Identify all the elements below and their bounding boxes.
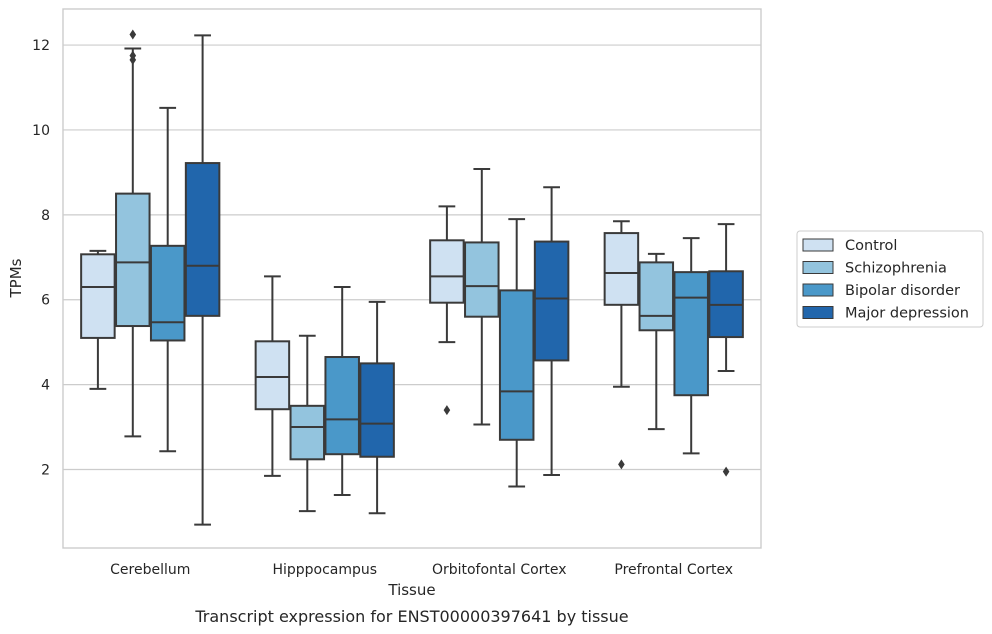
box-group xyxy=(80,249,116,390)
y-axis-title: TPMs xyxy=(7,258,25,298)
box-iqr xyxy=(289,404,326,461)
legend-label: Schizophrenia xyxy=(845,261,947,277)
box-group xyxy=(673,237,709,455)
box-iqr xyxy=(254,340,291,411)
outlier-point xyxy=(443,405,451,416)
legend-label: Control xyxy=(845,238,897,254)
legend-swatch xyxy=(802,306,834,319)
x-tick-label: Orbitofontal Cortex xyxy=(432,562,567,578)
y-tick-labels: 2 4 6 8 10 12 xyxy=(32,38,50,478)
legend-items: Control Schizophrenia Bipolar disorder Majo… xyxy=(802,238,969,322)
box-iqr xyxy=(149,244,186,342)
box-iqr xyxy=(533,240,570,362)
box-group xyxy=(254,275,291,477)
box-group xyxy=(289,334,326,513)
y-tick-label: 10 xyxy=(32,123,50,139)
chart-caption: Transcript expression for ENST0000039764… xyxy=(194,607,628,626)
box-iqr xyxy=(638,261,675,332)
x-axis-title: Tissue xyxy=(387,581,435,599)
box-iqr xyxy=(184,162,221,317)
legend-frame xyxy=(796,230,984,328)
y-tick-label: 8 xyxy=(41,208,50,224)
box-iqr xyxy=(80,253,116,339)
box-iqr xyxy=(464,241,500,318)
y-tick-label: 2 xyxy=(41,462,50,478)
box-group xyxy=(184,34,221,526)
box-iqr xyxy=(673,271,709,397)
box-group xyxy=(638,252,675,431)
box-group xyxy=(115,29,151,438)
box-iqr xyxy=(429,239,465,304)
box-iqr xyxy=(324,356,360,456)
outlier-point xyxy=(722,466,730,477)
outlier-point xyxy=(618,459,625,470)
x-tick-labels: Cerebellum Hipppocampus Orbitofontal Corte… xyxy=(110,562,733,578)
x-tick-label: Prefrontal Cortex xyxy=(614,562,733,578)
x-tick-label: Cerebellum xyxy=(110,562,190,578)
box-iqr xyxy=(359,362,395,458)
box-group xyxy=(464,168,500,426)
box-group xyxy=(324,285,360,496)
legend-swatch xyxy=(802,238,834,252)
legend-item: Schizophrenia xyxy=(802,261,947,277)
box-group xyxy=(533,186,570,477)
boxes-layer xyxy=(80,29,744,526)
legend-swatch xyxy=(802,261,834,274)
legend-swatch xyxy=(802,283,834,297)
box-group xyxy=(603,220,640,470)
plot-frame xyxy=(62,8,762,549)
legend-label: Major depression xyxy=(845,306,969,322)
legend-item: Bipolar disorder xyxy=(802,283,960,299)
box-iqr xyxy=(603,232,640,306)
legend: Control Schizophrenia Bipolar disorder Majo… xyxy=(796,230,984,328)
x-tick-label: Hipppocampus xyxy=(272,562,377,578)
y-tick-label: 12 xyxy=(32,38,50,54)
box-group xyxy=(359,300,395,515)
legend-item: Major depression xyxy=(802,306,969,322)
outlier-point xyxy=(129,50,137,61)
box-group xyxy=(708,223,744,477)
box-group xyxy=(498,218,535,488)
legend-label: Bipolar disorder xyxy=(845,283,960,299)
legend-item: Control xyxy=(802,238,897,254)
box-group xyxy=(149,106,186,453)
box-group xyxy=(429,205,465,416)
box-iqr xyxy=(498,289,535,441)
y-tick-label: 6 xyxy=(41,293,50,309)
outlier-point xyxy=(129,29,137,40)
box-iqr xyxy=(115,192,151,328)
y-tick-label: 4 xyxy=(41,378,50,394)
